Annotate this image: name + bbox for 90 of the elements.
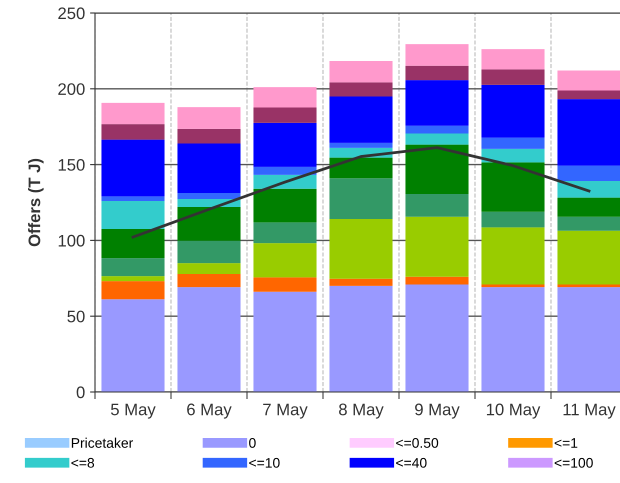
y-tick-label: 100	[58, 234, 85, 247]
bar	[405, 126, 469, 134]
y-tick-label: 0	[76, 386, 85, 398]
bar	[481, 212, 545, 228]
x-tick-label: 10 May	[486, 404, 540, 419]
bar	[329, 82, 393, 97]
bar	[101, 299, 165, 392]
bar	[405, 284, 469, 392]
bar	[101, 196, 165, 201]
bar	[101, 102, 165, 124]
bar	[253, 122, 317, 167]
bar	[329, 96, 393, 143]
bar	[177, 128, 241, 144]
bar	[101, 258, 165, 276]
bar	[177, 192, 241, 200]
bar	[481, 148, 545, 162]
legend-label: Pricetaker	[72, 438, 134, 448]
bar	[101, 276, 165, 282]
y-axis-title: Offers (T J)	[28, 158, 44, 246]
bar	[177, 287, 241, 392]
bar	[405, 134, 469, 145]
bar	[101, 140, 165, 196]
bar	[557, 99, 620, 166]
bar	[481, 84, 545, 138]
x-tick-label: 7 May	[263, 404, 308, 419]
bar	[329, 278, 393, 286]
x-tick-label: 9 May	[415, 404, 460, 419]
bar	[405, 194, 469, 217]
bar	[481, 227, 545, 285]
bar	[253, 166, 317, 175]
legend-label: <=0.50	[396, 438, 438, 448]
bar	[253, 292, 317, 392]
bar	[557, 287, 620, 392]
line-series	[132, 146, 590, 238]
bar	[253, 188, 317, 222]
bar	[177, 263, 241, 274]
bar	[405, 276, 469, 285]
bar	[101, 200, 165, 230]
bar	[253, 277, 317, 292]
bar	[557, 198, 620, 217]
bar	[557, 166, 620, 181]
bar	[253, 222, 317, 244]
bar	[405, 66, 469, 80]
bar	[557, 230, 620, 285]
bar	[481, 284, 545, 288]
legend-label: <=1	[554, 438, 578, 448]
bar	[557, 180, 620, 198]
x-tick-label: 6 May	[187, 404, 232, 419]
bar	[329, 142, 393, 148]
bar	[329, 219, 393, 279]
x-tick-label: 8 May	[339, 404, 384, 419]
bar	[329, 158, 393, 178]
legend-label: <=10	[249, 458, 280, 468]
legend-label: <=8	[71, 458, 94, 468]
bar	[557, 284, 620, 288]
bar	[177, 144, 241, 193]
bar	[253, 107, 317, 123]
legend-label: <=40	[396, 458, 427, 468]
bar	[329, 61, 393, 82]
bar	[177, 240, 241, 264]
bar	[101, 124, 165, 140]
bar	[101, 229, 165, 258]
bar	[405, 216, 469, 277]
bar	[405, 80, 469, 126]
bar	[253, 243, 317, 278]
y-tick-label: 250	[58, 7, 85, 20]
y-tick-label: 200	[58, 83, 85, 96]
bar	[253, 87, 317, 108]
bar	[329, 178, 393, 220]
bar	[405, 144, 469, 194]
bar	[481, 138, 545, 149]
y-tick-label: 150	[58, 159, 85, 171]
bar	[405, 44, 469, 66]
bar	[481, 69, 545, 85]
bar	[177, 207, 241, 241]
legend-label: 0	[249, 438, 256, 448]
bar	[101, 281, 165, 300]
bar	[557, 216, 620, 231]
bar	[481, 49, 545, 70]
bar	[557, 90, 620, 100]
bar	[557, 70, 620, 90]
bar	[481, 287, 545, 392]
bar	[481, 162, 545, 212]
bar	[177, 274, 241, 288]
y-tick-label: 50	[67, 310, 85, 322]
x-tick-label: 5 May	[110, 404, 156, 419]
bar	[177, 107, 241, 129]
x-tick-label: 11 May	[564, 404, 616, 419]
bar	[329, 286, 393, 392]
legend-label: <=100	[554, 458, 593, 468]
